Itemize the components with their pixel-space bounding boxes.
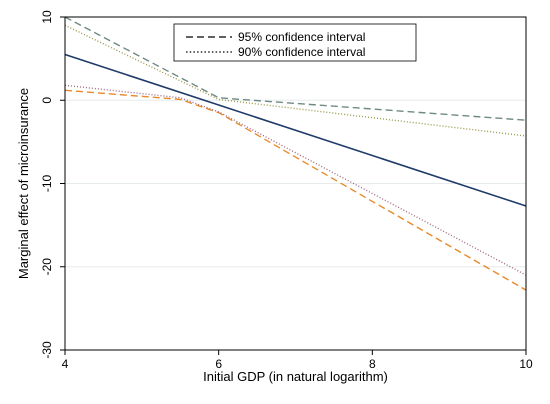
legend-label-ci90: 90% confidence interval: [238, 45, 365, 59]
legend-box: [173, 23, 417, 62]
series-line-ci95_lower: [64, 89, 527, 291]
legend: 95% confidence interval 90% confidence i…: [173, 23, 417, 62]
x-tick-label: 8: [369, 357, 376, 371]
y-tick-label: -30: [40, 341, 54, 359]
series-line-effect: [64, 53, 527, 207]
series-layer: [64, 16, 527, 291]
axes: 10 0 -10 -20 -30 4 6 8 10: [40, 10, 533, 371]
y-tick-label: -20: [40, 258, 54, 276]
y-tick-label: -10: [40, 175, 54, 193]
series-line-ci90_lower: [64, 84, 527, 276]
y-axis-title: Marginal effect of microinsurance: [16, 88, 31, 279]
series-line-ci95_upper: [64, 16, 527, 121]
x-axis-title: Initial GDP (in natural logarithm): [203, 369, 388, 384]
y-tick-label: 0: [40, 97, 54, 104]
legend-label-ci95: 95% confidence interval: [238, 30, 365, 44]
x-tick-label: 10: [519, 357, 533, 371]
y-tick-label: 10: [40, 10, 54, 24]
x-tick-label: 6: [215, 357, 222, 371]
x-tick-label: 4: [62, 357, 69, 371]
